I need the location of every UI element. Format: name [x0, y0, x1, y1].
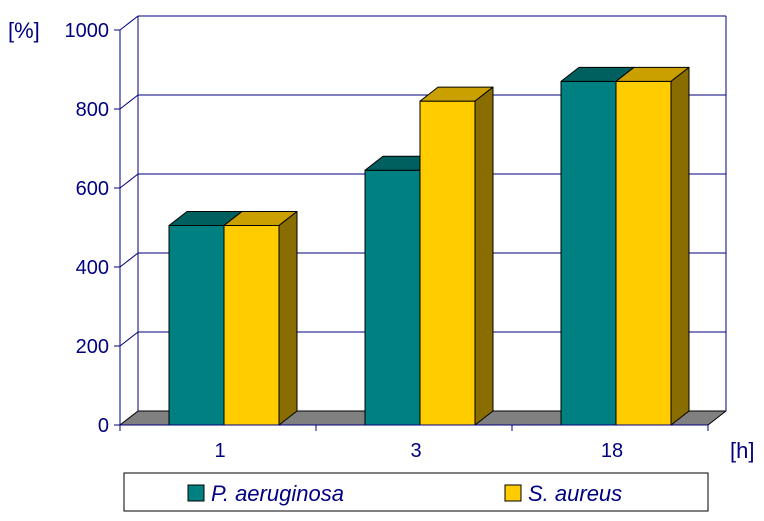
bar-s-aureus-3	[419, 100, 476, 426]
x-tick-label: 18	[601, 440, 623, 462]
legend-swatch-p-aeruginosa	[187, 484, 205, 502]
side-gridline	[119, 173, 139, 189]
legend-label-p-aeruginosa: P. aeruginosa	[211, 481, 344, 506]
bar-p-aeruginosa-1	[168, 225, 225, 426]
side-gridline	[119, 331, 139, 347]
side-gridline	[119, 252, 139, 268]
y-tick-label: 1000	[65, 20, 110, 42]
side-gridline	[119, 15, 139, 31]
x-axis-label: [h]	[730, 438, 754, 463]
bar-side-s-aureus-3	[474, 86, 494, 426]
y-tick-label: 600	[76, 178, 109, 200]
bar-side-s-aureus-18	[670, 66, 690, 426]
bar-s-aureus-1	[223, 225, 280, 426]
x-tick-label: 1	[214, 440, 225, 462]
plot-area: 0 200 400 600 800 1000 1 3 18	[65, 15, 727, 462]
y-tick-label: 800	[76, 99, 109, 121]
bar-side-s-aureus-1	[278, 211, 298, 426]
bar-p-aeruginosa-3	[364, 169, 421, 426]
side-gridline	[119, 94, 139, 110]
y-tick-label: 0	[98, 415, 109, 437]
legend: P. aeruginosa S. aureus	[123, 472, 709, 512]
x-tick-label: 3	[410, 440, 421, 462]
bar-p-aeruginosa-18	[560, 80, 617, 426]
legend-box	[123, 472, 709, 512]
legend-label-s-aureus: S. aureus	[528, 481, 622, 506]
bar-s-aureus-18	[615, 80, 672, 426]
y-tick-label: 200	[76, 336, 109, 358]
y-axis-label: [%]	[8, 18, 40, 43]
legend-swatch-s-aureus	[504, 484, 522, 502]
y-tick-label: 400	[76, 257, 109, 279]
